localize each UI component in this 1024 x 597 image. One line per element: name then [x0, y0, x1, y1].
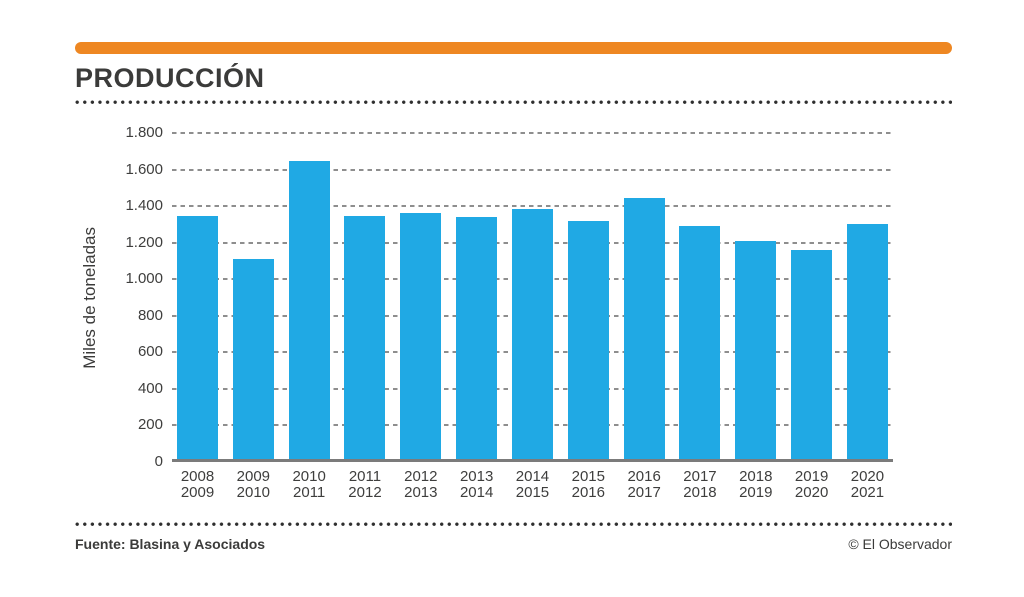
- x-tick-label-2008-2009: 2008 2009: [177, 469, 218, 501]
- x-tick-line: 2019: [794, 468, 829, 485]
- x-tick-line: 2018: [683, 484, 717, 501]
- x-tick-label-2016-2017: 2016 2017: [624, 469, 665, 501]
- y-tick-label-600: 600: [137, 343, 163, 361]
- title-divider: [75, 100, 952, 105]
- x-tick-line: 2021: [850, 484, 885, 501]
- x-tick-line: 2013: [459, 468, 494, 485]
- gridline-1.800: [172, 132, 893, 134]
- y-tick-label-200: 200: [137, 416, 163, 434]
- bar-2011-2012: [344, 216, 386, 459]
- y-tick-label-1.800: 1.800: [125, 124, 163, 141]
- x-tick-label-2019-2020: 2019 2020: [791, 469, 832, 501]
- x-tick-label-2012-2013: 2012 2013: [400, 469, 441, 501]
- bar-2009-2010: [232, 259, 274, 459]
- x-tick-label-2015-2016: 2015 2016: [568, 469, 609, 501]
- x-tick-line: 2018: [739, 468, 773, 485]
- bar-2010-2011: [288, 161, 330, 459]
- x-tick-label-2020-2021: 2020 2021: [847, 469, 888, 501]
- x-tick-line: 2009: [180, 484, 215, 501]
- bar-2015-2016: [567, 221, 609, 459]
- x-tick-line: 2010: [236, 484, 271, 501]
- x-tick-line: 2014: [459, 484, 494, 501]
- x-tick-line: 2009: [236, 468, 271, 485]
- x-tick-line: 2013: [404, 484, 438, 501]
- x-tick-label-2017-2018: 2017 2018: [679, 469, 720, 501]
- x-tick-line: 2012: [348, 484, 382, 501]
- bar-2012-2013: [400, 213, 442, 459]
- x-axis-labels: 2008 2009 2009 2010 2010 2011 2011 2012 2012 2013…: [172, 469, 893, 501]
- y-tick-label-1.200: 1.200: [125, 233, 163, 251]
- plot-area: [172, 132, 893, 462]
- bar-2018-2019: [735, 241, 777, 459]
- y-tick-label-1.000: 1.000: [125, 270, 163, 288]
- x-tick-label-2010-2011: 2010 2011: [289, 469, 330, 501]
- bar-2008-2009: [177, 216, 218, 459]
- page-title: PRODUCCIÓN: [75, 63, 265, 93]
- x-tick-line: 2011: [348, 468, 382, 485]
- x-tick-line: 2017: [627, 484, 661, 501]
- footer: Fuente: Blasina y Asociados © El Observa…: [75, 536, 952, 552]
- x-tick-label-2018-2019: 2018 2019: [735, 469, 776, 501]
- x-tick-label-2013-2014: 2013 2014: [456, 469, 497, 501]
- x-tick-line: 2012: [404, 468, 438, 485]
- gridline-1.600: [172, 168, 893, 171]
- bar-2016-2017: [623, 198, 665, 459]
- bar-chart: Miles de toneladas 0 200 400 600 800 1.000 1.2…: [75, 124, 952, 501]
- bar-2013-2014: [456, 217, 498, 459]
- x-tick-line: 2015: [571, 468, 605, 485]
- plot-column: 2008 2009 2009 2010 2010 2011 2011 2012 2012 2013…: [172, 132, 893, 501]
- bar-2017-2018: [679, 226, 721, 459]
- x-tick-line: 2015: [515, 484, 550, 501]
- y-axis-title: Miles de toneladas: [80, 226, 99, 369]
- y-axis-title-column: Miles de toneladas: [75, 133, 105, 462]
- x-tick-line: 2008: [180, 468, 215, 485]
- x-tick-label-2011-2012: 2011 2012: [344, 469, 385, 501]
- bar-2019-2020: [791, 250, 833, 459]
- x-tick-label-2009-2010: 2009 2010: [233, 469, 274, 501]
- footer-divider: [75, 522, 952, 527]
- publisher-credit: © El Observador: [848, 536, 952, 552]
- x-tick-line: 2016: [627, 468, 661, 485]
- y-axis-ticks: 0 200 400 600 800 1.000 1.200 1.400 1.600 1.800: [105, 124, 172, 470]
- accent-bar: [75, 42, 952, 54]
- source-credit: Fuente: Blasina y Asociados: [75, 536, 266, 552]
- x-tick-line: 2020: [850, 468, 885, 485]
- y-tick-label-1.600: 1.600: [125, 160, 163, 178]
- x-tick-line: 2014: [515, 468, 550, 485]
- x-tick-label-2014-2015: 2014 2015: [512, 469, 553, 501]
- x-tick-line: 2020: [794, 484, 829, 501]
- y-tick-label-1.400: 1.400: [125, 197, 163, 215]
- y-tick-label-400: 400: [137, 379, 163, 397]
- bar-2014-2015: [511, 209, 553, 459]
- bar-2020-2021: [846, 224, 888, 459]
- x-tick-line: 2011: [293, 484, 326, 501]
- gridline-1.400: [172, 205, 893, 208]
- x-tick-line: 2016: [571, 484, 605, 501]
- x-tick-line: 2010: [292, 468, 326, 485]
- y-tick-label-0: 0: [154, 453, 163, 470]
- y-tick-label-800: 800: [137, 306, 163, 324]
- bars-row: [172, 161, 893, 459]
- x-tick-line: 2017: [683, 468, 717, 485]
- x-tick-line: 2019: [739, 484, 773, 501]
